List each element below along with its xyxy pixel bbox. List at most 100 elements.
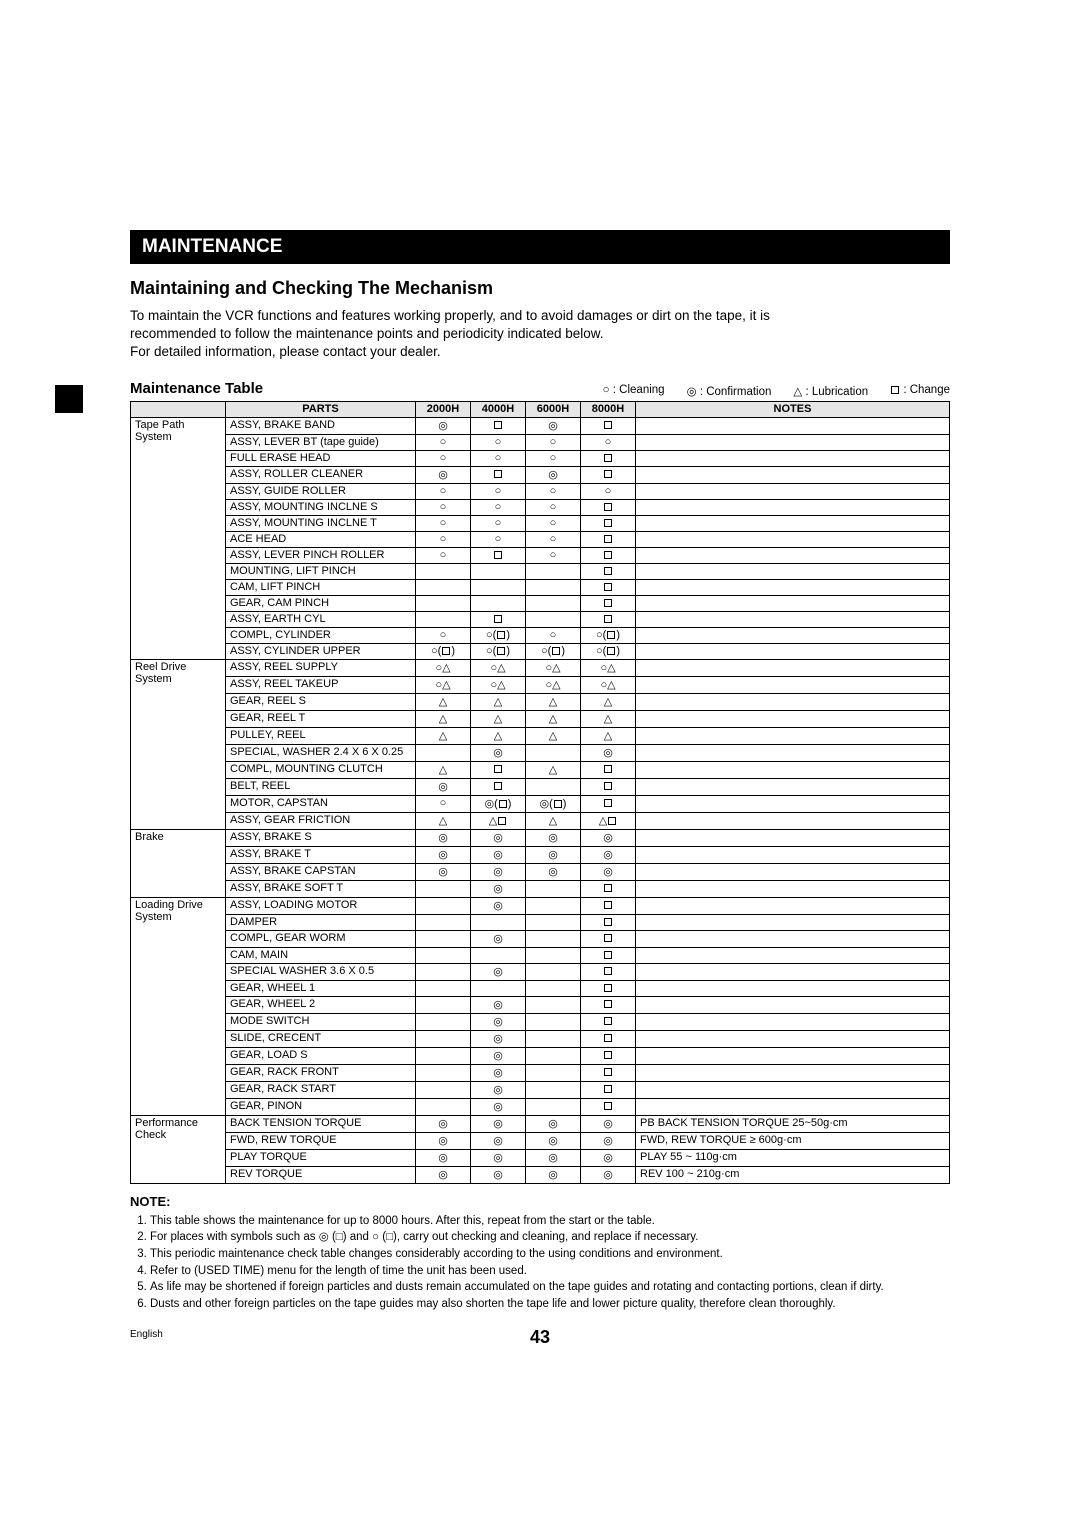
symbol-cell: △	[416, 710, 471, 727]
table-row: ASSY, LEVER PINCH ROLLER○○	[131, 547, 950, 563]
parts-cell: BACK TENSION TORQUE	[226, 1115, 416, 1132]
symbol-cell: ○	[526, 515, 581, 531]
symbol-cell	[526, 1047, 581, 1064]
table-row: SPECIAL, WASHER 2.4 X 6 X 0.25◎◎	[131, 744, 950, 761]
parts-cell: ASSY, GUIDE ROLLER	[226, 483, 416, 499]
note-item: This periodic maintenance check table ch…	[150, 1246, 950, 1263]
symbol-cell	[416, 914, 471, 930]
symbol-cell	[581, 778, 636, 795]
table-row: ASSY, BRAKE CAPSTAN◎◎◎◎	[131, 863, 950, 880]
parts-cell: COMPL, CYLINDER	[226, 627, 416, 643]
symbol-cell: ◎	[471, 1115, 526, 1132]
symbol-cell	[416, 1030, 471, 1047]
table-row: GEAR, CAM PINCH	[131, 595, 950, 611]
symbol-cell: ○△	[526, 676, 581, 693]
parts-cell: FWD, REW TORQUE	[226, 1132, 416, 1149]
notes-cell	[636, 897, 950, 914]
symbol-cell: △	[526, 693, 581, 710]
parts-cell: ASSY, EARTH CYL	[226, 611, 416, 627]
symbol-cell: ○	[526, 450, 581, 466]
symbol-cell: ○()	[581, 627, 636, 643]
notes-cell	[636, 795, 950, 812]
parts-cell: GEAR, RACK FRONT	[226, 1064, 416, 1081]
notes-cell: PB BACK TENSION TORQUE 25~50g·cm	[636, 1115, 950, 1132]
symbol-cell: ◎	[581, 1115, 636, 1132]
parts-cell: PULLEY, REEL	[226, 727, 416, 744]
notes-cell	[636, 930, 950, 947]
symbol-cell: △	[581, 693, 636, 710]
col-header-8000h: 8000H	[581, 401, 636, 417]
table-header-row: PARTS 2000H 4000H 6000H 8000H NOTES	[131, 401, 950, 417]
symbol-cell	[416, 947, 471, 963]
symbol-cell	[471, 778, 526, 795]
symbol-cell: ◎	[526, 829, 581, 846]
parts-cell: COMPL, GEAR WORM	[226, 930, 416, 947]
symbol-cell: ◎	[581, 1166, 636, 1183]
symbol-cell	[581, 1081, 636, 1098]
notes-cell	[636, 863, 950, 880]
parts-cell: MODE SWITCH	[226, 1013, 416, 1030]
symbol-cell	[471, 761, 526, 778]
notes-cell	[636, 693, 950, 710]
symbol-cell: ◎	[581, 1149, 636, 1166]
table-row: ASSY, CYLINDER UPPER○()○()○()○()	[131, 643, 950, 659]
symbol-cell: △	[581, 812, 636, 829]
notes-cell	[636, 417, 950, 434]
table-row: BELT, REEL◎	[131, 778, 950, 795]
parts-cell: GEAR, REEL T	[226, 710, 416, 727]
table-row: CAM, MAIN	[131, 947, 950, 963]
symbol-cell	[416, 1013, 471, 1030]
symbol-cell: ○	[416, 483, 471, 499]
symbol-cell	[526, 1064, 581, 1081]
symbol-cell	[581, 595, 636, 611]
symbol-cell: ○△	[581, 676, 636, 693]
parts-cell: ASSY, LOADING MOTOR	[226, 897, 416, 914]
symbol-cell	[526, 880, 581, 897]
parts-cell: COMPL, MOUNTING CLUTCH	[226, 761, 416, 778]
symbol-cell: ◎	[471, 996, 526, 1013]
symbol-cell	[471, 611, 526, 627]
symbol-cell	[581, 980, 636, 996]
table-row: MOUNTING, LIFT PINCH	[131, 563, 950, 579]
symbol-cell: ○	[526, 627, 581, 643]
symbol-cell: ○	[471, 450, 526, 466]
symbol-cell: ◎	[471, 829, 526, 846]
table-row: GEAR, RACK START◎	[131, 1081, 950, 1098]
symbol-cell: ○△	[416, 676, 471, 693]
intro-text: To maintain the VCR functions and featur…	[130, 307, 950, 362]
notes-cell	[636, 1013, 950, 1030]
symbol-cell	[471, 914, 526, 930]
table-row: COMPL, CYLINDER○○()○○()	[131, 627, 950, 643]
table-row: ASSY, ROLLER CLEANER◎◎	[131, 466, 950, 483]
symbol-cell: ◎()	[526, 795, 581, 812]
notes-cell: PLAY 55 ~ 110g·cm	[636, 1149, 950, 1166]
category-cell: Tape Path System	[131, 417, 226, 659]
symbol-cell: △	[471, 710, 526, 727]
notes-cell	[636, 996, 950, 1013]
notes-cell	[636, 515, 950, 531]
symbol-cell: ○()	[416, 643, 471, 659]
symbol-cell: ◎	[416, 863, 471, 880]
col-header-blank	[131, 401, 226, 417]
parts-cell: ASSY, MOUNTING INCLNE S	[226, 499, 416, 515]
symbol-cell: ○	[581, 483, 636, 499]
symbol-cell: ○△	[526, 659, 581, 676]
symbol-cell	[416, 880, 471, 897]
parts-cell: SLIDE, CRECENT	[226, 1030, 416, 1047]
symbol-cell: ◎	[471, 930, 526, 947]
symbol-cell: ○	[471, 531, 526, 547]
category-cell: Performance Check	[131, 1115, 226, 1183]
notes-cell	[636, 659, 950, 676]
notes-cell	[636, 579, 950, 595]
parts-cell: GEAR, WHEEL 2	[226, 996, 416, 1013]
symbol-cell	[581, 795, 636, 812]
symbol-cell	[581, 1013, 636, 1030]
subheading: Maintaining and Checking The Mechanism	[130, 278, 950, 299]
symbol-cell: ◎	[526, 1115, 581, 1132]
parts-cell: ASSY, CYLINDER UPPER	[226, 643, 416, 659]
parts-cell: GEAR, CAM PINCH	[226, 595, 416, 611]
legend: ○ : Cleaning ◎ : Confirmation △ : Lubric…	[603, 384, 950, 398]
symbol-cell: △	[416, 761, 471, 778]
table-row: ASSY, LEVER BT (tape guide)○○○○	[131, 434, 950, 450]
notes-cell	[636, 676, 950, 693]
